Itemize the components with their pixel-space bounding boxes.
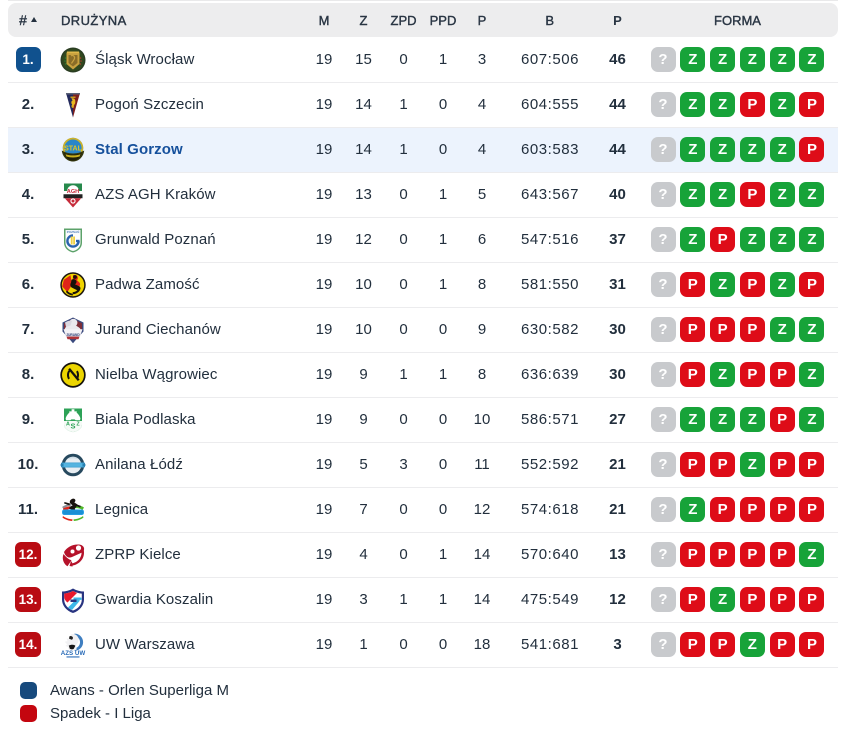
svg-text:AZS UW: AZS UW [61, 650, 86, 657]
svg-text:JURAND: JURAND [66, 332, 80, 336]
svg-text:AGH: AGH [67, 189, 79, 195]
svg-text:S: S [70, 421, 75, 430]
svg-text:A: A [66, 421, 70, 427]
svg-text:POZNAŃ: POZNAŃ [67, 229, 80, 233]
svg-text:STAL: STAL [64, 145, 82, 152]
svg-text:Z: Z [76, 421, 80, 427]
